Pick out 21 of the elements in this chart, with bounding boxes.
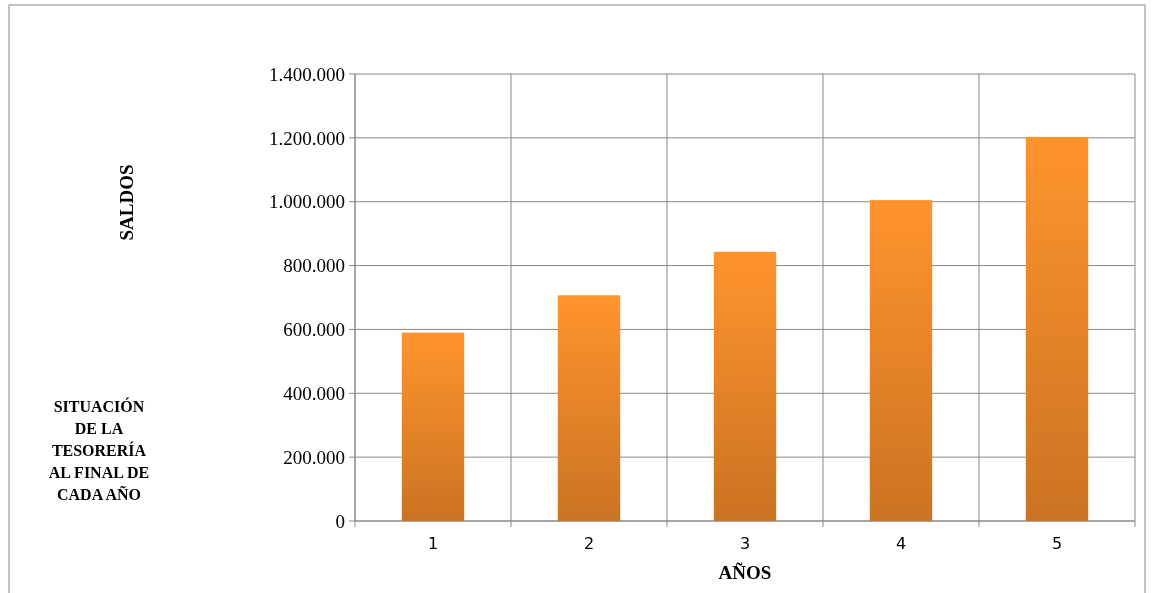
y-tick-label: 400.000 bbox=[283, 382, 345, 404]
x-tick-label: 3 bbox=[739, 534, 751, 553]
x-tick-label: 4 bbox=[895, 534, 907, 553]
text: SALDOS bbox=[116, 164, 137, 241]
text: SITUACIÓN DE LA TESORERÍA AL FINAL DE CADA AÑO bbox=[48, 397, 150, 503]
y-tick-label: 1.400.000 bbox=[269, 63, 345, 85]
bar bbox=[1025, 136, 1089, 521]
bar bbox=[869, 200, 933, 521]
y-tick-label: 200.000 bbox=[283, 446, 345, 468]
bar bbox=[557, 295, 621, 521]
y-tick-label: 600.000 bbox=[283, 319, 345, 341]
y-tick-label: 1.200.000 bbox=[269, 127, 345, 149]
bar bbox=[713, 251, 777, 521]
y-tick-label: 0 bbox=[335, 510, 345, 532]
bar bbox=[401, 332, 465, 521]
x-tick-label: 2 bbox=[583, 534, 595, 553]
y-tick-label: 1.000.000 bbox=[269, 191, 345, 213]
x-tick-label: 5 bbox=[1051, 534, 1063, 553]
y-tick-label: 800.000 bbox=[283, 255, 345, 277]
x-tick-label: 1 bbox=[427, 534, 439, 553]
x-axis-title: AÑOS bbox=[718, 562, 772, 583]
